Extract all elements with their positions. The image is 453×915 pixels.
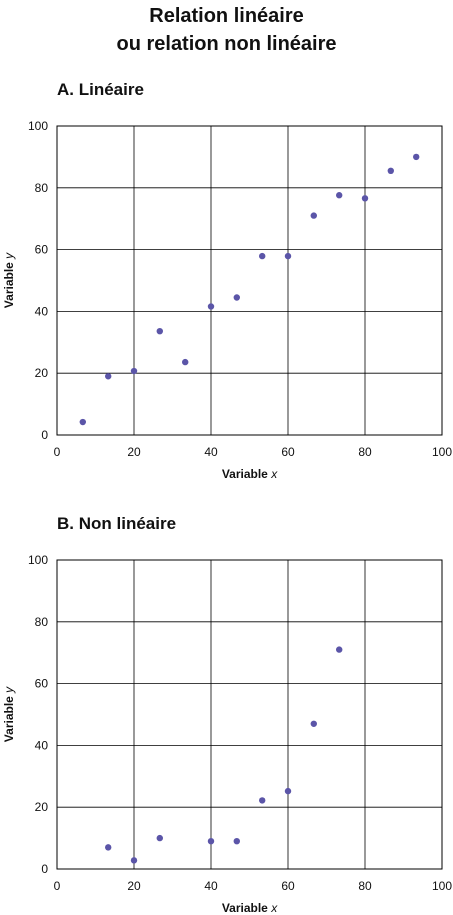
- data-point: [156, 834, 163, 842]
- y-tick-label: 40: [35, 304, 49, 318]
- y-tick-label: 80: [35, 615, 49, 629]
- y-tick-label: 40: [35, 738, 49, 752]
- data-point: [79, 418, 86, 426]
- y-tick-label: 100: [28, 119, 48, 133]
- scatter-chart-nonlinear: 0 20 40 60 80 100 0 20 40 60 80 100 Variable x Variab…: [2, 553, 452, 915]
- x-tick-label: 80: [358, 879, 372, 893]
- x-tick-label: 40: [204, 879, 218, 893]
- y-axis-label: Variable y: [2, 252, 16, 308]
- y-tick-label: 60: [35, 677, 49, 691]
- data-point: [105, 373, 112, 380]
- data-point: [182, 358, 189, 366]
- data-point: [284, 252, 292, 260]
- data-point: [105, 844, 112, 851]
- x-tick-label: 20: [127, 445, 141, 459]
- data-point: [233, 294, 240, 301]
- data-point: [207, 303, 215, 310]
- data-point: [259, 797, 266, 804]
- data-point: [284, 787, 292, 795]
- data-point: [336, 646, 343, 653]
- x-tick-label: 0: [54, 879, 61, 893]
- data-point: [310, 212, 317, 219]
- x-tick-label: 60: [281, 879, 295, 893]
- data-point: [130, 367, 138, 375]
- x-tick-label: 40: [204, 445, 218, 459]
- chart-b-title: B. Non linéaire: [57, 514, 177, 533]
- plot-frame: [56, 559, 443, 870]
- data-point: [413, 153, 420, 161]
- x-tick-label: 100: [432, 445, 452, 459]
- data-point: [310, 720, 317, 727]
- y-tick-label: 0: [41, 428, 48, 442]
- data-point: [387, 167, 394, 175]
- x-axis-label: Variable x: [222, 467, 278, 481]
- plot-frame: [56, 125, 443, 436]
- main-title: Relation linéaire ou relation non linéai…: [0, 2, 453, 58]
- data-point: [233, 837, 240, 845]
- main-title-line-1: Relation linéaire: [149, 5, 304, 27]
- y-tick-label: 100: [28, 553, 48, 567]
- x-tick-label: 60: [281, 445, 295, 459]
- data-point: [361, 195, 369, 202]
- main-title-line-2: ou relation non linéaire: [116, 33, 337, 55]
- y-tick-label: 20: [35, 800, 49, 814]
- scatter-chart-linear: 0 20 40 60 80 100 0 20 40 60 80 100 Variable x Variab…: [2, 119, 452, 481]
- x-axis-label: Variable x: [222, 901, 278, 915]
- data-point: [207, 837, 215, 845]
- data-point: [336, 192, 343, 199]
- y-tick-label: 60: [35, 243, 49, 257]
- y-tick-label: 20: [35, 366, 49, 380]
- x-tick-label: 80: [358, 445, 372, 459]
- x-tick-label: 20: [127, 879, 141, 893]
- x-tick-label: 0: [54, 445, 61, 459]
- data-point: [259, 252, 266, 260]
- y-tick-label: 0: [41, 862, 48, 876]
- chart-a-title: A. Linéaire: [57, 80, 144, 99]
- y-tick-label: 80: [35, 181, 49, 195]
- x-tick-label: 100: [432, 879, 452, 893]
- y-axis-label: Variable y: [2, 686, 16, 742]
- data-point: [156, 327, 163, 335]
- data-point: [130, 857, 138, 864]
